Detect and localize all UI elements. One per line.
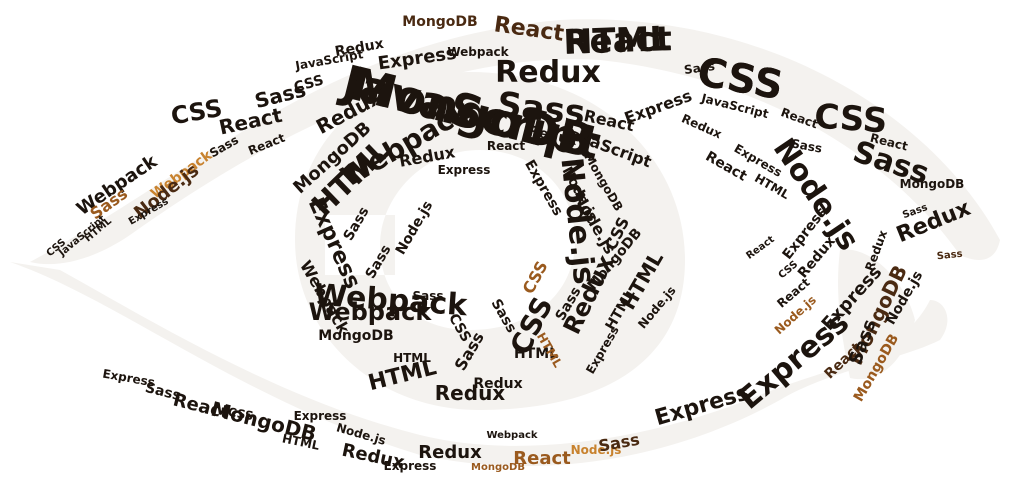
cloud-word: Sass [495, 85, 587, 134]
cloud-word: HTML [563, 19, 671, 63]
tear-duct-shape [838, 249, 915, 380]
cloud-word: MongoDB [900, 177, 965, 191]
cloud-word: Express [384, 459, 437, 473]
cloud-word: Sass [683, 59, 716, 77]
cloud-word: Redux [435, 381, 506, 405]
cloud-word: Sass [936, 249, 963, 263]
cloud-word: MongoDB [471, 462, 525, 473]
cloud-word: React [563, 19, 673, 63]
cloud-word: Node.js [571, 443, 622, 457]
cloud-word: Webpack [309, 298, 433, 326]
upper-eyelid-shape [30, 19, 1000, 265]
cloud-word: Node.js [393, 198, 437, 257]
cloud-word: React [513, 448, 571, 469]
cloud-word: Express [438, 163, 491, 177]
cloud-word: Webpack [447, 45, 509, 59]
cloud-word: Redux [862, 228, 890, 273]
cloud-word: HTML [514, 346, 558, 362]
lower-eyelid-shape [10, 262, 948, 467]
cloud-word: Express [294, 409, 347, 423]
cloud-word: CSS [227, 405, 255, 423]
cloud-word: React [487, 139, 526, 153]
cloud-word: CSS [292, 72, 325, 96]
cloud-word: Express [101, 367, 156, 390]
iris-ring-shape [295, 72, 685, 410]
cloud-word: React [744, 234, 776, 262]
cloud-word: Webpack [486, 430, 537, 441]
cloud-word: MongoDB [402, 14, 477, 30]
cloud-word: Redux [679, 111, 724, 141]
cloud-word: Sass [412, 289, 443, 303]
cloud-word: CSS [169, 94, 225, 131]
cloud-word: CSS [777, 259, 801, 281]
cloud-word: Redux [473, 376, 522, 392]
cloud-word: Sass [790, 136, 823, 155]
cloud-word: Redux [495, 55, 601, 90]
cloud-word: CSS [813, 97, 889, 142]
cloud-word: Redux [418, 442, 482, 463]
cloud-word: MongoDB [318, 328, 393, 344]
cloud-word: HTML [393, 351, 431, 365]
cloud-word: CSS [519, 258, 552, 297]
